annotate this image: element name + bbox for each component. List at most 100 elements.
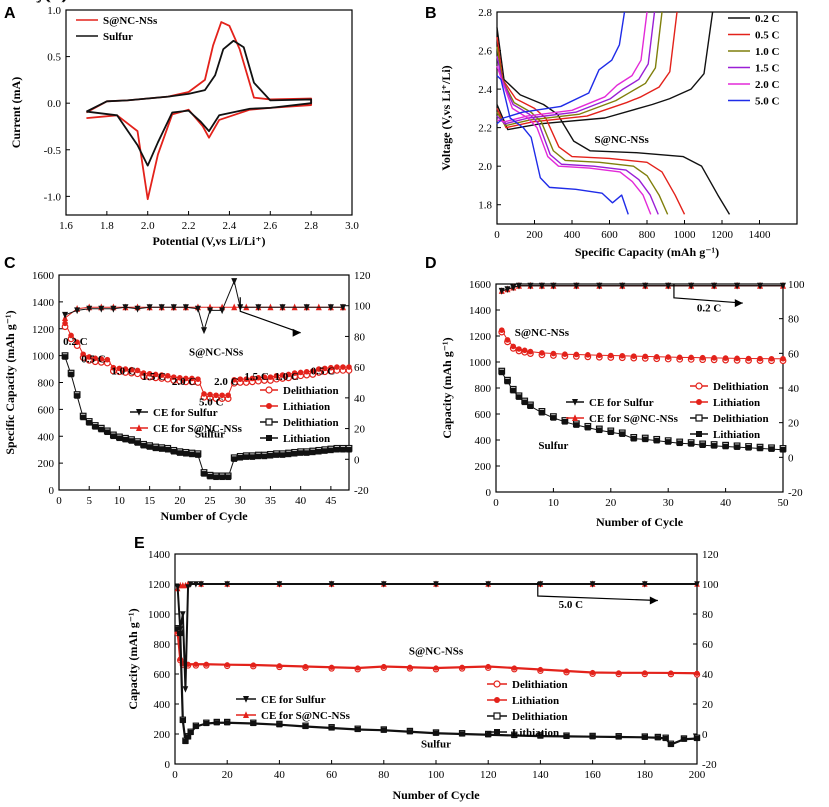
- legend-label: CE for S@NC-NSs: [589, 413, 679, 425]
- snc-lithiation-point: [98, 356, 105, 362]
- ce-point-1: [177, 626, 184, 633]
- panel-B-y-axis-title: Voltage (V,vs Li⁺/Li): [439, 65, 453, 170]
- legend-label: CE for S@NC-NSs: [153, 423, 243, 435]
- sulfur-lithiation-point: [62, 354, 68, 360]
- ce-point-1: [201, 327, 207, 335]
- snc-lithiation-point: [285, 371, 292, 378]
- snc-lithiation-point: [302, 663, 309, 670]
- sulfur-lithiation-point: [175, 626, 181, 632]
- snc-lithiation-point: [665, 354, 671, 360]
- sulfur-lithiation-point: [722, 443, 729, 450]
- panel-E-x-tick-label: 200: [689, 769, 706, 781]
- panel-E-y-axis-title: Capacity (mAh g⁻¹): [126, 608, 140, 709]
- rate-label: 0.2 C: [63, 336, 87, 348]
- sulfur-lithiation-point: [407, 729, 413, 735]
- panel-A-y-tick-label: -0.5: [44, 145, 62, 157]
- panel-E-y-tick-label: 1400: [148, 549, 171, 561]
- panel-E-y-right-axis-title: Coulombic Efficiency (%): [0, 0, 67, 3]
- snc-lithiation-point: [315, 366, 322, 372]
- sulfur-lithiation-point: [433, 730, 439, 736]
- sulfur-lithiation-point: [334, 446, 340, 453]
- sulfur-lithiation-point: [170, 448, 177, 455]
- panel-E-y-right-tick-label: 40: [702, 669, 714, 681]
- legend-label: Delithiation: [283, 385, 339, 397]
- legend-label: Delithiation: [283, 417, 339, 429]
- snc-lithiation-point: [585, 352, 591, 358]
- panel-D-x-tick-label: 0: [493, 497, 499, 509]
- sulfur-lithiation-point: [207, 473, 213, 480]
- panel-D-y-tick-label: 0: [486, 487, 492, 499]
- panel-C-ce-arrow: [239, 297, 301, 334]
- ce-point-1: [538, 282, 545, 290]
- ce-point-1: [185, 584, 191, 591]
- snc-lithiation-point: [550, 350, 557, 357]
- snc-lithiation-point: [255, 374, 262, 381]
- ce-line-1: [176, 583, 697, 690]
- snc-lithiation-point: [116, 365, 123, 372]
- snc-lithiation-point: [62, 320, 68, 327]
- sulfur-lithiation-point: [663, 735, 669, 742]
- sulfur-lithiation-point: [315, 448, 322, 455]
- snc-lithiation-point: [134, 367, 141, 374]
- legend-marker: [243, 696, 249, 703]
- panel-A-frame: [65, 9, 353, 216]
- panel-E-y-tick-label: 400: [154, 699, 171, 711]
- ce-point-1: [279, 304, 286, 312]
- ce-point-1: [182, 304, 189, 312]
- legend-label: 0.2 C: [755, 13, 780, 25]
- snc-lithiation-point: [596, 352, 603, 359]
- snc-lithiation-point: [249, 375, 256, 382]
- snc-lithiation-point: [328, 364, 334, 371]
- panel-C-x-axis-title: Number of Cycle: [160, 509, 248, 523]
- legend-label: Delithiation: [512, 679, 568, 691]
- sulfur-lithiation-point: [616, 734, 622, 740]
- panel-B: 0 200 400 600 800 1000 1200 1400 1.8 2.0 2.2 2.4 2.6…: [425, 5, 798, 259]
- panel-C-x-tick-label: 20: [174, 495, 186, 507]
- legend-marker: [493, 712, 501, 720]
- panel-D-snc-label: S@NC-NSs: [515, 327, 570, 339]
- panel-D-legend: CE for Sulfur CE for S@NC-NSs Delithiation…: [566, 381, 769, 441]
- ce-point-1: [642, 581, 648, 588]
- snc-lithiation-point: [297, 369, 304, 376]
- sulfur-lithiation-point: [668, 741, 674, 748]
- sulfur-lithiation-point: [224, 720, 230, 726]
- rate-label: 0.5 C: [81, 353, 106, 365]
- snc-lithiation-point: [225, 392, 231, 399]
- snc-lithiation-point: [340, 364, 346, 370]
- snc-lithiation-point: [213, 392, 219, 399]
- legend-label: CE for Sulfur: [589, 397, 654, 409]
- snc-lithiation-point: [309, 368, 316, 374]
- legend-marker: [572, 399, 578, 406]
- sulfur-lithiation-point: [249, 454, 256, 460]
- sulfur-lithiation-point: [193, 723, 199, 730]
- ce-point-1: [303, 304, 310, 312]
- snc-lithiation-point: [80, 351, 86, 358]
- panel-A: 1.6 1.8 2.0 2.2 2.4 2.6 2.8 3.0 -1.0 -0.5 0.0 0.5 1.…: [4, 5, 359, 248]
- rate-label: 2.0 C: [214, 376, 239, 388]
- rate-label: 1.0 C: [111, 365, 135, 377]
- snc-lithiation-point: [291, 370, 298, 376]
- sulfur-lithiation-point: [590, 734, 596, 740]
- ce-point-1: [688, 282, 695, 290]
- panel-B-legend: 0.2 C 0.5 C 1.0 C 1.5 C 2.0 C 5.0 C: [728, 13, 780, 108]
- sulfur-lithiation-point: [92, 424, 99, 430]
- ce-point-1: [122, 304, 129, 312]
- panel-E-x-tick-label: 120: [480, 769, 497, 781]
- sulfur-lithiation-point: [768, 446, 775, 452]
- ce-point-1: [231, 278, 238, 285]
- snc-lithiation-point: [498, 327, 505, 333]
- ce-point-1: [339, 304, 346, 312]
- discharge-curve-1: [496, 36, 686, 215]
- panel-A-x-tick-label: 2.4: [223, 220, 237, 232]
- panel-B-x-tick-label: 1400: [749, 229, 772, 241]
- panel-D-y-tick-label: 600: [475, 409, 492, 421]
- sulfur-lithiation-point: [665, 439, 671, 445]
- snc-lithiation-point: [407, 664, 413, 670]
- snc-lithiation-point: [668, 670, 674, 676]
- panel-C-y-tick-label: 800: [38, 378, 55, 390]
- ce-point-1: [174, 584, 181, 591]
- sulfur-lithiation-point: [562, 419, 568, 425]
- ce-point-1: [550, 282, 557, 290]
- snc-lithiation-point: [346, 364, 352, 370]
- ce-point-1: [74, 307, 81, 315]
